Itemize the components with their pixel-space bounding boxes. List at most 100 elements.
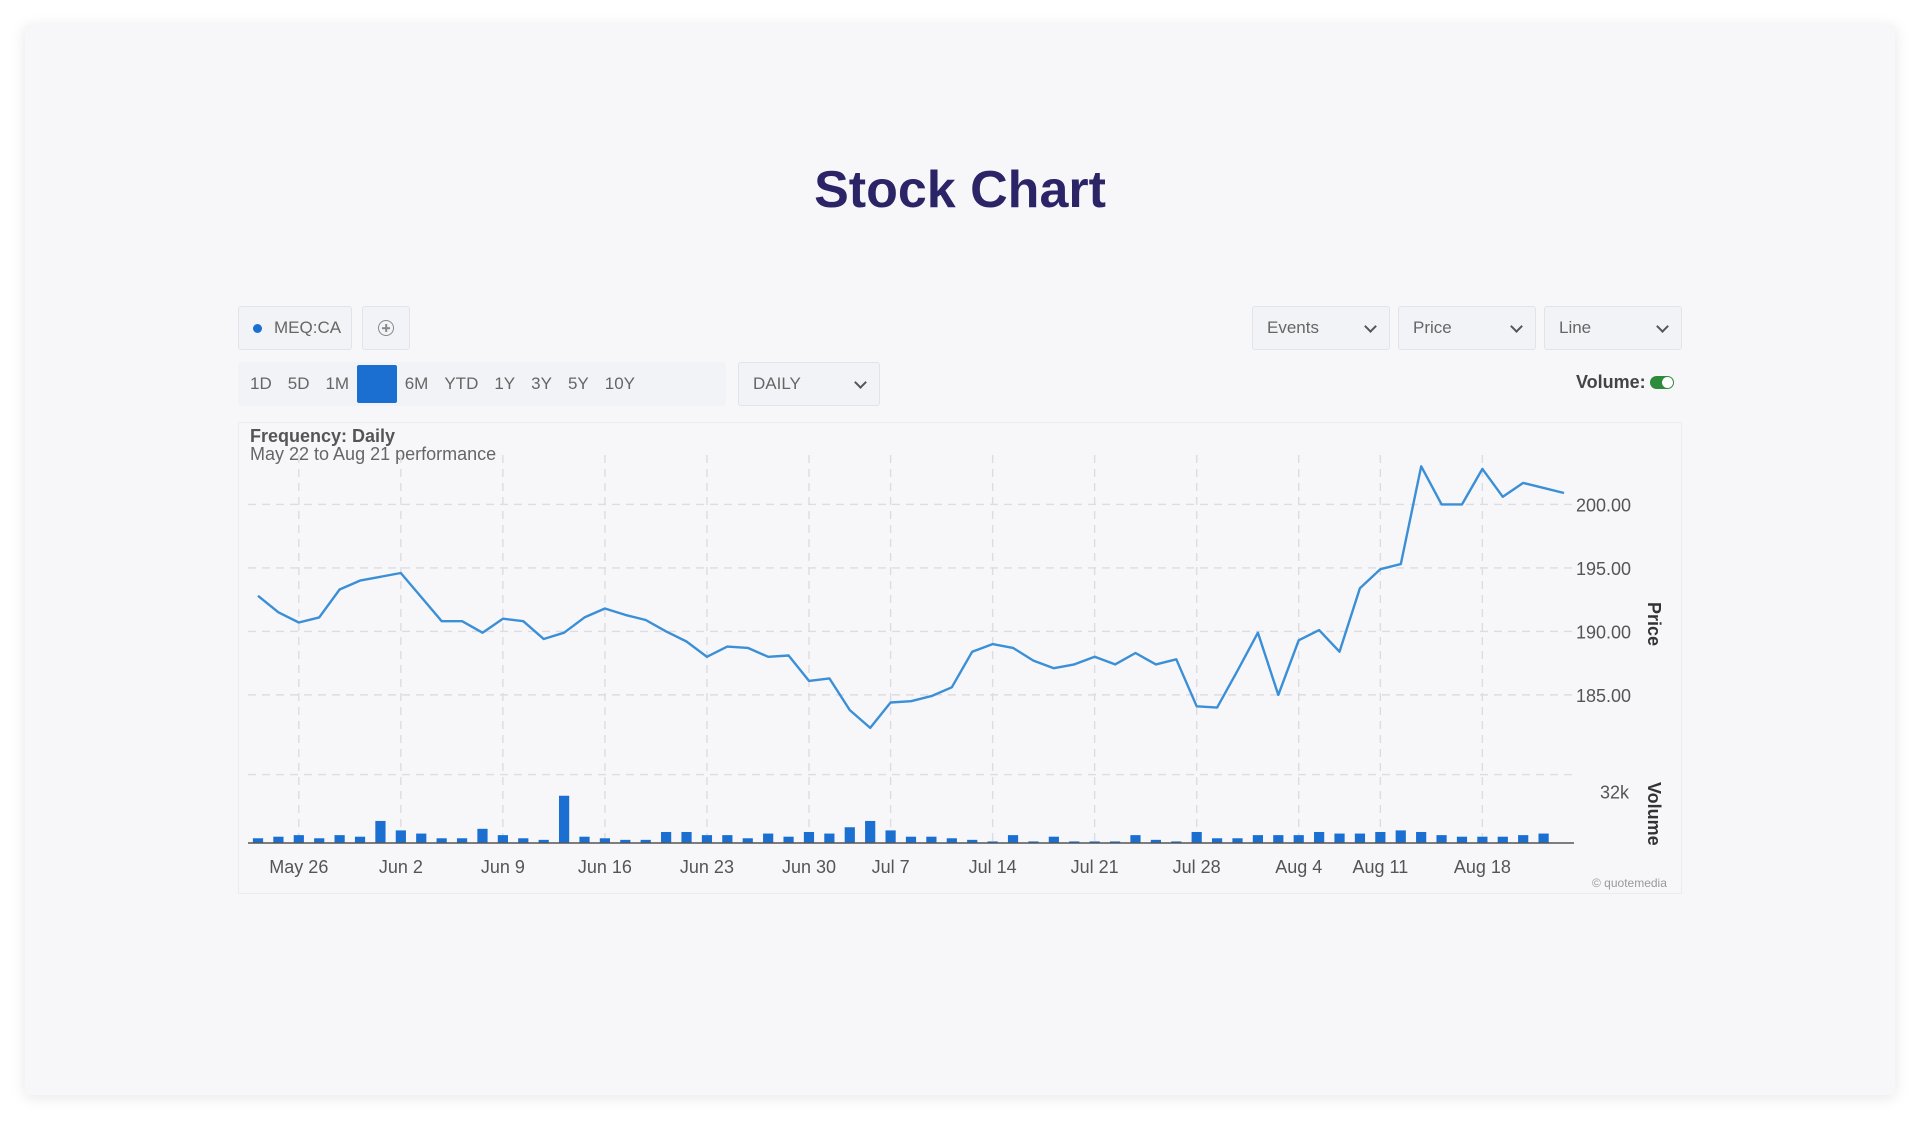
- add-symbol-button[interactable]: [362, 306, 410, 350]
- volume-bar: [640, 839, 651, 843]
- period-3m[interactable]: 3M: [357, 365, 397, 403]
- volume-bar: [1089, 841, 1100, 843]
- volume-bar: [314, 838, 325, 843]
- volume-bar: [395, 830, 406, 843]
- volume-bar: [1314, 831, 1325, 843]
- x-tick-label: Jun 9: [481, 857, 525, 877]
- volume-bar: [701, 835, 713, 843]
- volume-toggle-label: Volume:: [1576, 372, 1646, 392]
- volume-bar: [518, 838, 529, 843]
- symbol-label: MEQ:CA: [274, 318, 342, 337]
- volume-bar: [477, 828, 488, 843]
- x-tick-label: Aug 4: [1275, 857, 1322, 877]
- price-select-value: Price: [1413, 318, 1452, 337]
- events-select[interactable]: Events: [1252, 306, 1390, 350]
- volume-bar: [783, 836, 794, 843]
- volume-bar: [599, 838, 611, 843]
- volume-bar: [1538, 833, 1549, 843]
- events-select-value: Events: [1267, 318, 1319, 337]
- volume-bar: [1395, 830, 1406, 843]
- volume-bar: [885, 830, 896, 843]
- period-3y[interactable]: 3Y: [531, 374, 552, 393]
- volume-bar: [946, 838, 957, 843]
- chart-panel: [238, 422, 1682, 894]
- volume-tick-label: 32k: [1600, 783, 1630, 803]
- volume-bar: [681, 831, 692, 843]
- period-1y[interactable]: 1Y: [494, 374, 516, 393]
- x-tick-label: Jun 2: [379, 857, 423, 877]
- period-1m[interactable]: 1M: [325, 374, 350, 393]
- frequency-label: Frequency: Daily: [250, 426, 396, 446]
- volume-bar: [1334, 833, 1345, 843]
- volume-bar: [661, 831, 672, 843]
- volume-bar: [1354, 833, 1366, 843]
- period-5y[interactable]: 5Y: [567, 374, 589, 393]
- y-tick-label: 195.00: [1576, 559, 1631, 579]
- x-tick-label: Jul 14: [969, 857, 1017, 877]
- volume-bar: [1232, 838, 1243, 843]
- x-tick-label: Jul 7: [872, 857, 910, 877]
- frequency-select[interactable]: DAILY: [738, 362, 880, 406]
- symbol-chip[interactable]: MEQ:CA: [238, 306, 352, 350]
- volume-bar: [1069, 841, 1080, 843]
- x-tick-label: Jul 28: [1173, 857, 1221, 877]
- volume-bar: [844, 827, 855, 843]
- period-5d[interactable]: 5D: [287, 374, 310, 393]
- volume-axis-label: Volume: [1644, 782, 1664, 846]
- y-tick-label: 190.00: [1576, 622, 1631, 642]
- add-circle-icon: [378, 320, 394, 336]
- period-6m[interactable]: 6M: [404, 374, 429, 393]
- volume-bar: [375, 820, 386, 843]
- price-select[interactable]: Price: [1398, 306, 1536, 350]
- y-tick-label: 185.00: [1576, 686, 1631, 706]
- volume-bar: [905, 836, 917, 843]
- period-10y[interactable]: 10Y: [604, 374, 635, 393]
- volume-bar: [1007, 835, 1019, 843]
- volume-bar: [967, 839, 978, 843]
- volume-bar: [1456, 836, 1468, 843]
- volume-bar: [1518, 835, 1529, 843]
- volume-bar: [865, 820, 876, 843]
- x-tick-label: Jul 21: [1071, 857, 1119, 877]
- volume-bar: [1191, 831, 1202, 843]
- volume-bar: [1436, 835, 1447, 843]
- volume-bar: [538, 839, 549, 843]
- volume-bar: [1028, 841, 1039, 843]
- volume-bar: [273, 836, 284, 843]
- volume-bar: [926, 836, 937, 843]
- volume-bar: [558, 795, 570, 843]
- volume-toggle[interactable]: Volume:: [1576, 372, 1674, 393]
- volume-bar: [620, 839, 631, 843]
- price-series-line: [257, 465, 1565, 730]
- volume-bar: [497, 835, 508, 843]
- volume-bar: [354, 836, 366, 843]
- volume-bar: [1252, 835, 1264, 843]
- volume-bar: [803, 831, 815, 843]
- volume-bar: [1477, 836, 1488, 843]
- period-ytd[interactable]: YTD: [444, 374, 479, 393]
- page-title: Stock Chart: [814, 161, 1106, 219]
- volume-bar: [1150, 839, 1161, 843]
- x-tick-label: Jun 30: [782, 857, 836, 877]
- volume-bar: [722, 835, 733, 843]
- toggle-switch-icon[interactable]: [1649, 376, 1674, 389]
- x-tick-label: Aug 18: [1454, 857, 1511, 877]
- volume-bar: [1293, 835, 1304, 843]
- x-tick-label: Jun 23: [680, 857, 734, 877]
- chart-type-select-value: Line: [1559, 318, 1592, 337]
- period-1d[interactable]: 1D: [250, 374, 272, 393]
- x-tick-label: May 26: [269, 857, 328, 877]
- chart-type-select[interactable]: Line: [1544, 306, 1682, 350]
- volume-bar: [1416, 831, 1427, 843]
- volume-bar: [1048, 836, 1059, 843]
- series-color-dot: [253, 323, 262, 333]
- volume-bar: [252, 838, 264, 843]
- volume-bar: [579, 836, 590, 843]
- volume-bar: [1109, 841, 1121, 843]
- price-axis-label: Price: [1644, 602, 1664, 646]
- volume-bar: [1273, 835, 1284, 843]
- volume-bar: [416, 833, 427, 843]
- volume-bar: [742, 838, 753, 843]
- volume-bar: [987, 841, 998, 843]
